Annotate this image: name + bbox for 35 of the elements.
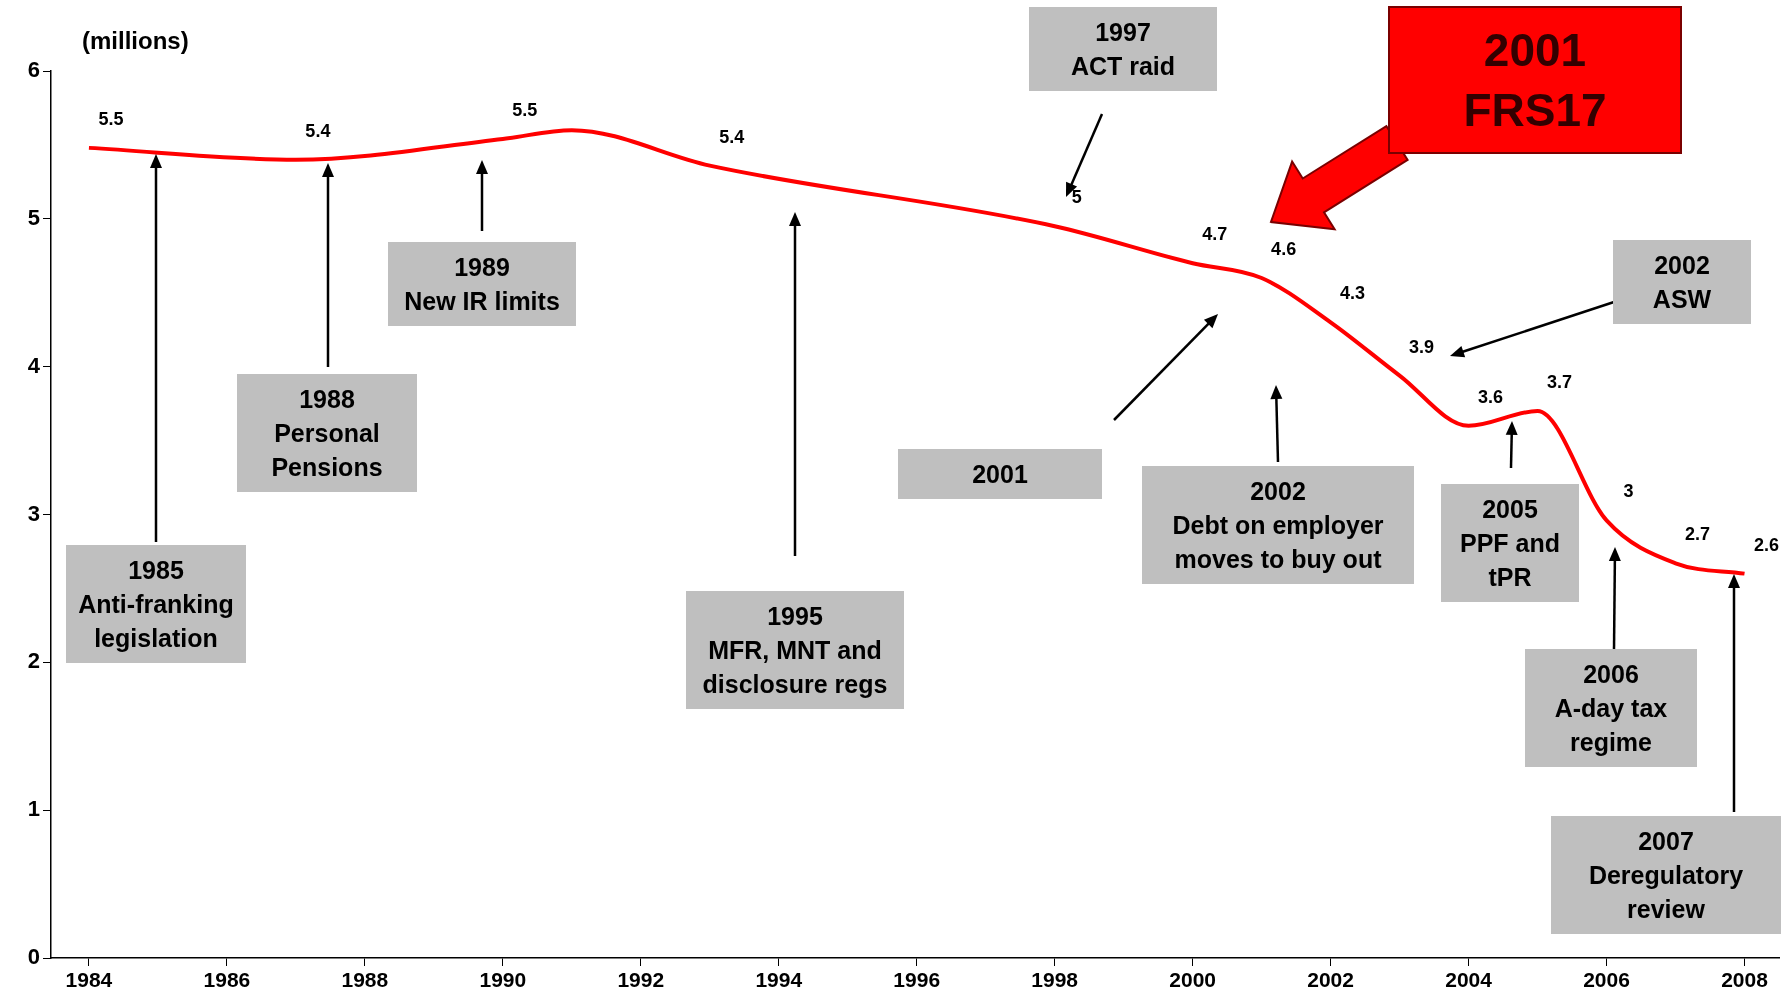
x-tick-label: 1996	[893, 968, 941, 992]
data-label: 5.4	[719, 126, 745, 147]
x-tick-label: 2002	[1307, 968, 1354, 992]
data-label: 3	[1623, 481, 1634, 502]
x-tick-label: 1986	[203, 968, 251, 992]
data-label: 5.5	[98, 108, 124, 129]
data-label: 5.5	[512, 99, 538, 120]
x-tick-label: 2006	[1583, 968, 1630, 992]
y-tick-label: 1	[27, 796, 40, 822]
y-tick-label: 4	[27, 352, 41, 378]
data-label: 4.6	[1271, 238, 1297, 259]
data-label: 3.6	[1478, 386, 1504, 407]
data-label: 5	[1071, 187, 1082, 208]
y-axis-title: (millions)	[82, 26, 189, 54]
x-tick-label: 2000	[1169, 968, 1217, 992]
y-tick-label: 0	[27, 944, 40, 970]
x-tick-label: 1992	[617, 968, 665, 992]
x-tick-label: 1998	[1031, 968, 1079, 992]
y-tick-label: 2	[27, 648, 40, 674]
y-tick-label: 3	[27, 500, 40, 526]
data-label: 4.3	[1340, 283, 1366, 304]
data-label: 2.7	[1685, 524, 1711, 545]
y-tick-label: 6	[27, 57, 40, 83]
data-label: 2.6	[1753, 534, 1780, 555]
x-tick-label: 2008	[1721, 968, 1769, 992]
data-label: 3.9	[1409, 336, 1435, 357]
x-tick-label: 1988	[341, 968, 389, 992]
y-tick-label: 5	[27, 204, 40, 230]
x-tick-label: 1994	[755, 968, 803, 992]
x-tick-label: 1990	[479, 968, 527, 992]
x-tick-label: 2004	[1445, 968, 1493, 992]
data-label: 4.7	[1202, 224, 1228, 245]
data-label: 3.7	[1547, 371, 1573, 392]
data-label: 5.4	[305, 120, 331, 141]
x-tick-label: 1984	[65, 968, 113, 992]
